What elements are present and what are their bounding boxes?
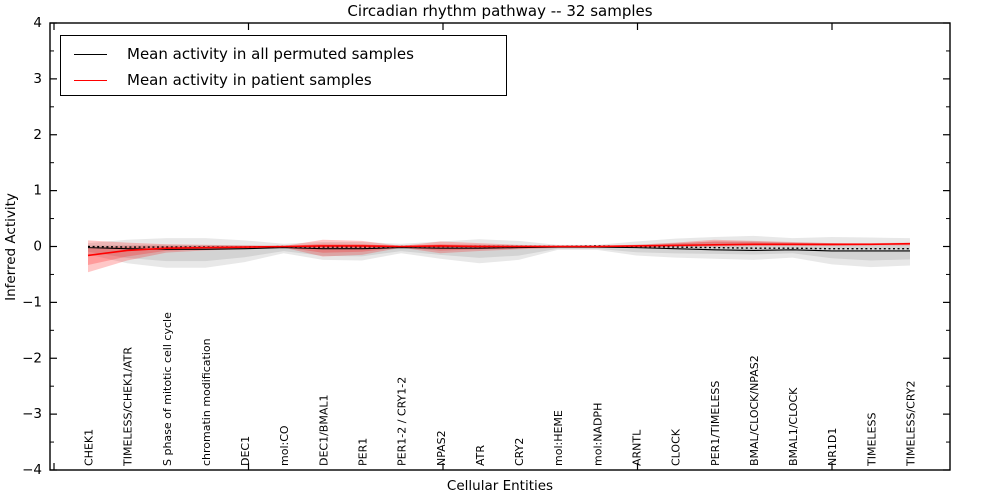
x-category-label: TIMELESS/CRY2 bbox=[905, 381, 918, 468]
legend-line-sample-patient bbox=[74, 79, 107, 81]
x-category-label: ARNTL bbox=[631, 429, 644, 466]
x-category-label: CRY2 bbox=[513, 438, 526, 466]
x-category-label: NPAS2 bbox=[435, 430, 448, 466]
x-category-label: DEC1 bbox=[239, 436, 252, 466]
legend-entry-patient: Mean activity in patient samples bbox=[61, 67, 506, 93]
x-category-label: BMAL1/CLOCK bbox=[787, 387, 800, 466]
legend-label-permuted: Mean activity in all permuted samples bbox=[127, 45, 414, 63]
patient-spread-band-inner bbox=[88, 241, 910, 266]
y-tick-label: 2 bbox=[33, 127, 42, 143]
x-category-label: mol:CO bbox=[278, 425, 291, 466]
y-axis-label: Inferred Activity bbox=[3, 193, 19, 301]
x-axis-label: Cellular Entities bbox=[446, 478, 554, 494]
y-tick-label: 1 bbox=[33, 183, 42, 199]
x-category-label: PER1/TIMELESS bbox=[709, 381, 722, 466]
x-category-label: mol:NADPH bbox=[591, 403, 604, 466]
y-tick-label: 4 bbox=[33, 15, 42, 31]
x-category-label: NR1D1 bbox=[826, 428, 839, 466]
legend-line-sample-permuted bbox=[74, 53, 107, 55]
y-tick-label: 0 bbox=[33, 239, 42, 255]
x-category-label: PER1-2 / CRY1-2 bbox=[396, 377, 409, 466]
y-tick-label: 3 bbox=[33, 71, 42, 87]
x-category-label: mol:HEME bbox=[552, 410, 565, 466]
chart-title: Circadian rhythm pathway -- 32 samples bbox=[347, 2, 653, 20]
legend-entry-permuted: Mean activity in all permuted samples bbox=[61, 41, 506, 67]
patient-mean-line bbox=[87, 242, 911, 257]
x-category-label: CLOCK bbox=[670, 428, 683, 466]
x-category-label: TIMELESS bbox=[865, 413, 878, 467]
y-tick-label: −1 bbox=[22, 294, 42, 310]
x-category-label: TIMELESS/CHEK1/ATR bbox=[122, 347, 135, 467]
permuted-spread-band-outer bbox=[88, 235, 910, 268]
x-category-label: DEC1/BMAL1 bbox=[317, 395, 330, 467]
x-category-label: chromatin modification bbox=[200, 338, 213, 466]
x-category-label: BMAL/CLOCK/NPAS2 bbox=[748, 355, 761, 466]
x-category-label: ATR bbox=[474, 445, 487, 466]
y-tick-label: −3 bbox=[22, 406, 42, 422]
legend: Mean activity in all permuted samples Me… bbox=[60, 35, 507, 96]
x-category-label: S phase of mitotic cell cycle bbox=[161, 312, 174, 466]
legend-label-patient: Mean activity in patient samples bbox=[127, 71, 372, 89]
y-tick-label: −4 bbox=[22, 462, 42, 478]
x-category-label: PER1 bbox=[357, 438, 370, 466]
permuted-mean-line bbox=[87, 246, 910, 252]
y-tick-label: −2 bbox=[22, 350, 42, 366]
x-category-label: CHEK1 bbox=[83, 429, 96, 466]
